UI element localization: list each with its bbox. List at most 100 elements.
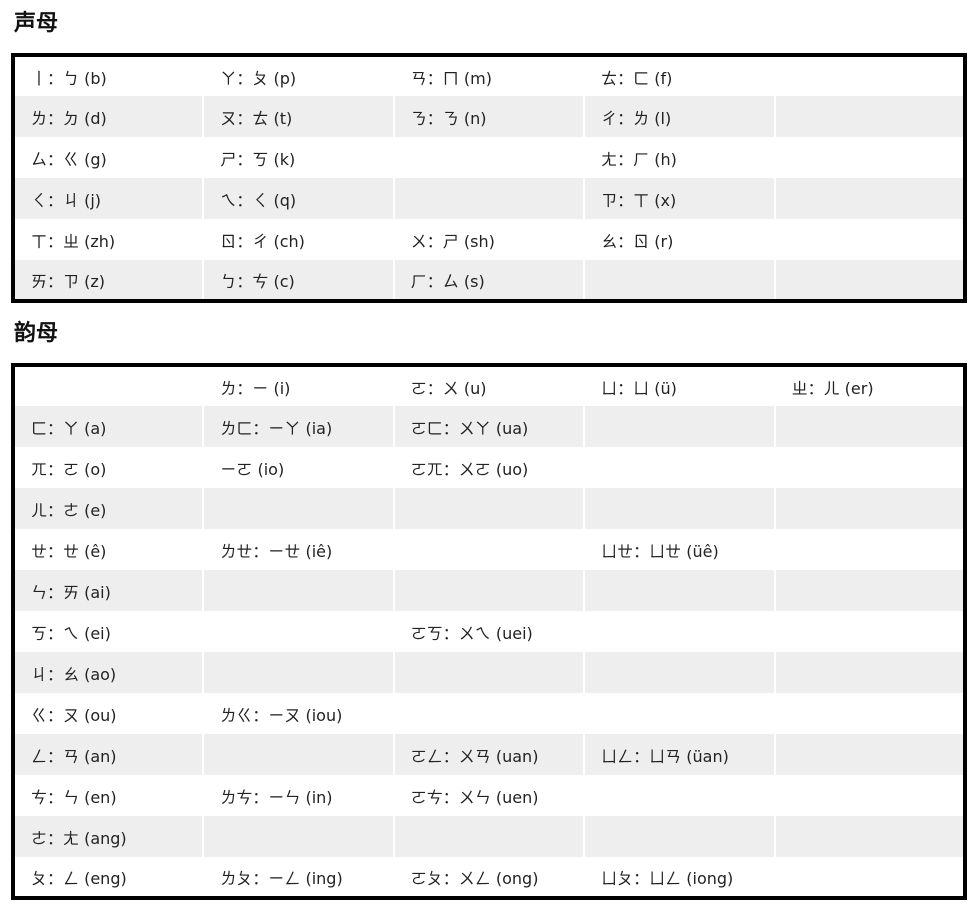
table-cell	[773, 775, 965, 816]
table-cell: 丨：ㄅ (b)	[31, 68, 107, 88]
table-cell: ㄩ：ㄩ (ü)	[583, 365, 775, 406]
table-cell: ㄕ：ㄎ (k)	[202, 137, 394, 178]
table-cell: ㄌㄈ：ㄧㄚ (ia)	[202, 406, 394, 447]
table-cell: ㄩㄆ：ㄩㄥ (iong)	[583, 857, 775, 898]
table-cell	[773, 219, 965, 260]
table-cell	[773, 570, 965, 611]
table-cell: ㄋ：ㄋ (n)	[392, 96, 585, 137]
table-cell: ㄠ：ㄖ (r)	[583, 219, 775, 260]
table-cell: ㄚ：ㄆ (p)	[202, 55, 394, 96]
table-cell	[773, 857, 965, 898]
table-cell: ㄫ：ㄛ (o)	[31, 459, 107, 479]
table-cell	[583, 652, 775, 693]
table-cell	[583, 693, 775, 734]
table-cell	[583, 611, 775, 652]
table-cell	[773, 488, 965, 529]
table-cell	[583, 570, 775, 611]
table-cell	[392, 652, 585, 693]
table-cell: ㄌㄝ：ㄧㄝ (iê)	[202, 529, 394, 570]
table-cell: ㄛㄆ：ㄨㄥ (ong)	[392, 857, 585, 898]
table-cell	[202, 570, 394, 611]
table-cell: ㄒ：ㄓ (zh)	[31, 231, 116, 251]
table-row: ㄎ：ㄟ (ei) ㄛㄎ：ㄨㄟ (uei)	[13, 611, 965, 652]
table-row: ㄐ：ㄠ (ao)	[13, 652, 965, 693]
table-cell	[773, 693, 965, 734]
table-cell	[583, 260, 775, 301]
initials-table-body: 丨：ㄅ (b) ㄚ：ㄆ (p) ㄢ：ㄇ (m) ㄊ：ㄈ (f) ㄌ：ㄉ (d) ㄡ：ㄊ (…	[13, 55, 965, 301]
table-cell: ㄝ：ㄝ (ê)	[31, 541, 107, 561]
initials-table: 丨：ㄅ (b) ㄚ：ㄆ (p) ㄢ：ㄇ (m) ㄊ：ㄈ (f) ㄌ：ㄉ (d) ㄡ：ㄊ (…	[11, 53, 967, 303]
table-cell: ㄛㄘ：ㄨㄣ (uen)	[392, 775, 585, 816]
table-row: ㄍ：ㄡ (ou) ㄌㄍ：ㄧㄡ (iou)	[13, 693, 965, 734]
table-cell: ㄦ：ㄜ (e)	[13, 488, 204, 529]
table-row: ㄞ：ㄗ (z) ㄅ：ㄘ (c) ㄏ：ㄙ (s)	[13, 260, 965, 301]
table-cell	[773, 447, 965, 488]
table-cell	[583, 775, 775, 816]
table-cell	[392, 529, 585, 570]
table-cell	[773, 137, 965, 178]
table-cell: ㄛㄈ：ㄨㄚ (ua)	[392, 406, 585, 447]
table-cell: ㄌ：ㄧ (i)	[202, 365, 394, 406]
table-cell: ㄩㄝ：ㄩㄝ (üê)	[583, 529, 775, 570]
table-cell: ㄌㄆ：ㄧㄥ (ing)	[202, 857, 394, 898]
finals-table: ㄌ：ㄧ (i) ㄛ：ㄨ (u) ㄩ：ㄩ (ü) ㄓ：ㄦ (er) ㄈ：ㄚ (a) ㄌㄈ：ㄧ…	[11, 363, 967, 900]
table-cell	[773, 55, 965, 96]
table-row: ㄌ：ㄉ (d) ㄡ：ㄊ (t) ㄋ：ㄋ (n) ㄔ：ㄌ (l)	[13, 96, 965, 137]
table-cell: ㄡ：ㄊ (t)	[202, 96, 394, 137]
table-row: ㄈ：ㄚ (a) ㄌㄈ：ㄧㄚ (ia) ㄛㄈ：ㄨㄚ (ua)	[13, 406, 965, 447]
table-row: ㄥ：ㄢ (an) ㄛㄥ：ㄨㄢ (uan) ㄩㄥ：ㄩㄢ (üan)	[13, 734, 965, 775]
finals-heading: 韵母	[14, 321, 59, 346]
table-cell: ㄘ：ㄣ (en)	[31, 787, 117, 807]
table-cell: ㄅ：ㄘ (c)	[202, 260, 394, 301]
table-cell: ㄌ：ㄉ (d)	[13, 96, 204, 137]
table-cell: ㄏ：ㄙ (s)	[392, 260, 585, 301]
table-cell: ㄛㄎ：ㄨㄟ (uei)	[392, 611, 585, 652]
table-cell: ㄥ：ㄢ (an)	[13, 734, 204, 775]
table-cell: ㄆ：ㄥ (eng)	[31, 868, 127, 888]
table-cell	[773, 96, 965, 137]
table-row: ㄝ：ㄝ (ê) ㄌㄝ：ㄧㄝ (iê) ㄩㄝ：ㄩㄝ (üê)	[13, 529, 965, 570]
table-cell: ㄜ：ㄤ (ang)	[13, 816, 204, 857]
table-cell: ㄣ：ㄞ (ai)	[13, 570, 204, 611]
table-cell: ㄛㄥ：ㄨㄢ (uan)	[392, 734, 585, 775]
table-cell: ㄎ：ㄟ (ei)	[31, 623, 111, 643]
table-row: ㄘ：ㄣ (en) ㄌㄘ：ㄧㄣ (in) ㄛㄘ：ㄨㄣ (uen)	[13, 775, 965, 816]
table-cell	[773, 816, 965, 857]
table-cell: ㄞ：ㄗ (z)	[13, 260, 204, 301]
table-row: ㄌ：ㄧ (i) ㄛ：ㄨ (u) ㄩ：ㄩ (ü) ㄓ：ㄦ (er)	[13, 365, 965, 406]
table-row: ㄦ：ㄜ (e)	[13, 488, 965, 529]
table-cell	[773, 611, 965, 652]
table-cell: ㄑ：ㄐ (j)	[13, 178, 204, 219]
table-row: ㄆ：ㄥ (eng) ㄌㄆ：ㄧㄥ (ing) ㄛㄆ：ㄨㄥ (ong) ㄩㄆ：ㄩㄥ (io…	[13, 857, 965, 898]
table-cell	[202, 816, 394, 857]
table-cell	[583, 406, 775, 447]
table-cell	[773, 529, 965, 570]
table-cell	[773, 652, 965, 693]
table-row: 丨：ㄅ (b) ㄚ：ㄆ (p) ㄢ：ㄇ (m) ㄊ：ㄈ (f)	[13, 55, 965, 96]
initials-heading: 声母	[14, 11, 59, 36]
table-cell: ㄐ：ㄠ (ao)	[13, 652, 204, 693]
table-cell: ㄈ：ㄚ (a)	[13, 406, 204, 447]
table-cell: ㄛㄫ：ㄨㄛ (uo)	[392, 447, 585, 488]
table-cell: ㄗ：ㄒ (x)	[583, 178, 775, 219]
table-cell	[583, 816, 775, 857]
table-cell: ㄌㄍ：ㄧㄡ (iou)	[202, 693, 394, 734]
table-cell: ㄔ：ㄌ (l)	[583, 96, 775, 137]
table-cell: ㄖ：ㄔ (ch)	[202, 219, 394, 260]
table-cell	[583, 447, 775, 488]
table-cell: ㄧㄛ (io)	[202, 447, 394, 488]
table-cell	[773, 260, 965, 301]
table-cell: ㄍ：ㄡ (ou)	[31, 705, 117, 725]
table-cell: ㄙ：ㄍ (g)	[31, 149, 107, 169]
table-row: ㄣ：ㄞ (ai)	[13, 570, 965, 611]
table-cell: ㄩㄥ：ㄩㄢ (üan)	[583, 734, 775, 775]
table-row: ㄒ：ㄓ (zh) ㄖ：ㄔ (ch) ㄨ：ㄕ (sh) ㄠ：ㄖ (r)	[13, 219, 965, 260]
table-cell: ㄤ：ㄏ (h)	[583, 137, 775, 178]
table-cell	[202, 734, 394, 775]
table-row: ㄫ：ㄛ (o) ㄧㄛ (io) ㄛㄫ：ㄨㄛ (uo)	[13, 447, 965, 488]
table-cell: ㄊ：ㄈ (f)	[583, 55, 775, 96]
table-cell	[773, 406, 965, 447]
table-cell	[202, 611, 394, 652]
table-cell: ㄨ：ㄕ (sh)	[392, 219, 585, 260]
